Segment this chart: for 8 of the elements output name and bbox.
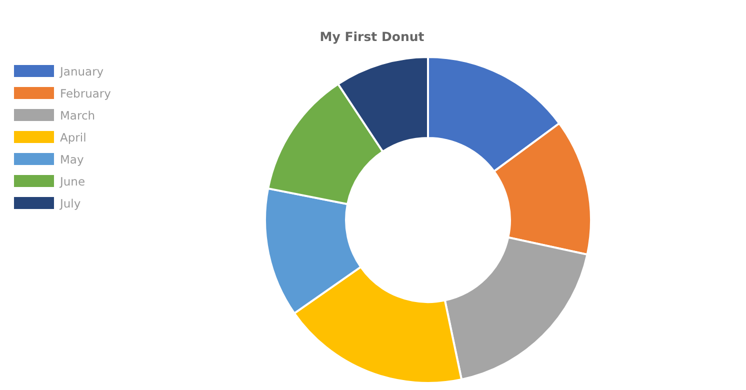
legend-label: July: [59, 196, 81, 210]
chart-title: My First Donut: [320, 29, 424, 44]
legend-label: February: [60, 86, 112, 100]
legend-label: June: [59, 174, 86, 188]
legend-label: May: [60, 152, 84, 166]
legend-label: April: [60, 130, 86, 144]
legend-label: March: [60, 108, 96, 122]
legend-label: January: [59, 64, 104, 78]
